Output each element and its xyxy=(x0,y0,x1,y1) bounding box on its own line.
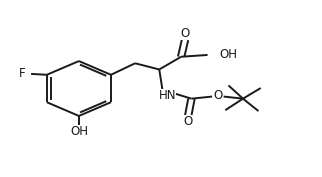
Text: F: F xyxy=(19,67,26,80)
Text: HN: HN xyxy=(159,89,176,102)
Text: OH: OH xyxy=(220,48,238,61)
Text: O: O xyxy=(180,27,190,40)
Text: O: O xyxy=(184,115,193,128)
Text: O: O xyxy=(213,89,223,102)
Text: OH: OH xyxy=(70,125,88,138)
